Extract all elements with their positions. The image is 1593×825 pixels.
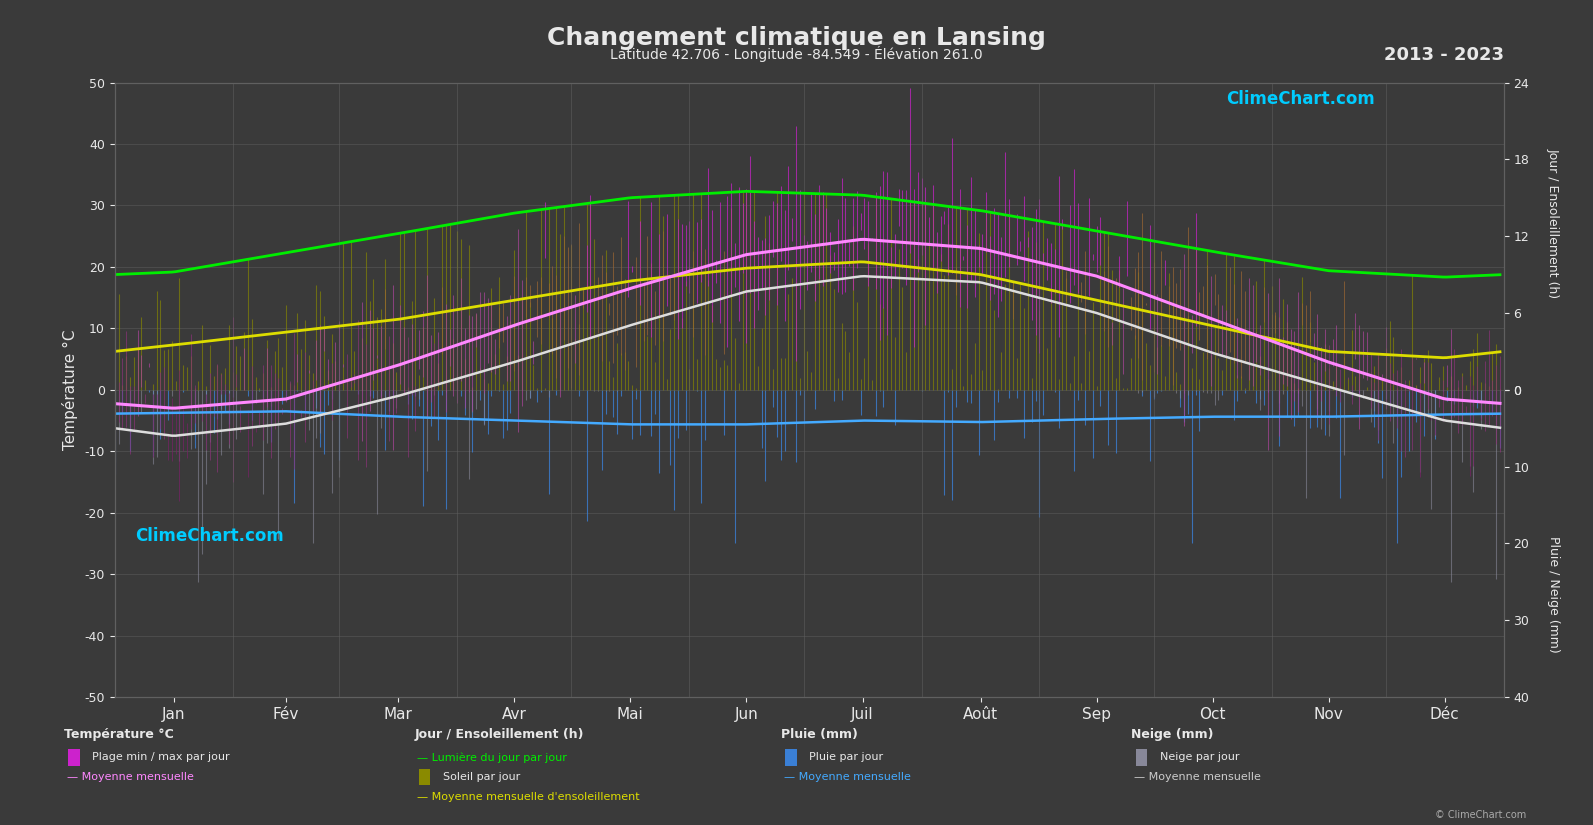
Text: © ClimeChart.com: © ClimeChart.com (1435, 810, 1526, 820)
Text: Pluie par jour: Pluie par jour (809, 752, 884, 762)
Text: Neige par jour: Neige par jour (1160, 752, 1239, 762)
Text: — Moyenne mensuelle: — Moyenne mensuelle (784, 772, 911, 782)
Text: Pluie (mm): Pluie (mm) (781, 728, 857, 741)
Text: Température °C: Température °C (64, 728, 174, 741)
Text: — Moyenne mensuelle d'ensoleillement: — Moyenne mensuelle d'ensoleillement (417, 792, 640, 802)
Text: Latitude 42.706 - Longitude -84.549 - Élévation 261.0: Latitude 42.706 - Longitude -84.549 - Él… (610, 46, 983, 62)
Text: — Moyenne mensuelle: — Moyenne mensuelle (67, 772, 194, 782)
Text: Pluie / Neige (mm): Pluie / Neige (mm) (1547, 535, 1560, 653)
Text: — Lumière du jour par jour: — Lumière du jour par jour (417, 752, 567, 762)
Text: Soleil par jour: Soleil par jour (443, 772, 519, 782)
Text: Plage min / max par jour: Plage min / max par jour (92, 752, 229, 762)
Text: Changement climatique en Lansing: Changement climatique en Lansing (546, 26, 1047, 50)
Text: ClimeChart.com: ClimeChart.com (1227, 90, 1375, 108)
Text: Neige (mm): Neige (mm) (1131, 728, 1214, 741)
Text: 2013 - 2023: 2013 - 2023 (1384, 46, 1504, 64)
Text: ClimeChart.com: ClimeChart.com (135, 527, 284, 545)
Text: Jour / Ensoleillement (h): Jour / Ensoleillement (h) (414, 728, 583, 741)
Text: — Moyenne mensuelle: — Moyenne mensuelle (1134, 772, 1262, 782)
Text: Jour / Ensoleillement (h): Jour / Ensoleillement (h) (1547, 148, 1560, 298)
Y-axis label: Température °C: Température °C (62, 329, 78, 450)
